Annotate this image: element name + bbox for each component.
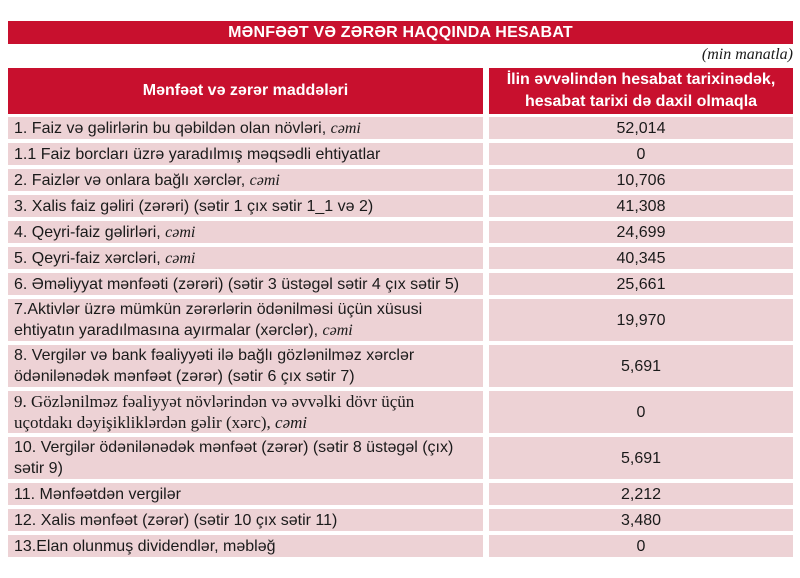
row-label: 8. Vergilər və bank fəaliyyəti ilə bağlı… xyxy=(8,345,483,387)
table-row: 11. Mənfəətdən vergilər 2,212 xyxy=(8,483,793,505)
row-value: 0 xyxy=(489,391,793,433)
row-value: 40,345 xyxy=(489,247,793,269)
row-label-text: 11. Mənfəətdən vergilər xyxy=(14,485,181,503)
row-label: 2. Faizlər və onlara bağlı xərclər, cəmi xyxy=(8,169,483,191)
row-label: 9. Gözlənilməz fəaliyyət növlərindən və … xyxy=(8,391,483,433)
column-header-period: İlin əvvəlindən hesabat tarixinədək, hes… xyxy=(489,68,793,114)
row-value: 3,480 xyxy=(489,509,793,531)
row-label-text: 1.1 Faiz borcları üzrə yaradılmış məqsəd… xyxy=(14,145,381,163)
row-label-text: 13.Elan olunmuş dividendlər, məbləğ xyxy=(14,537,276,555)
table-row: 12. Xalis mənfəət (zərər) (sətir 10 çıx … xyxy=(8,509,793,531)
row-value: 0 xyxy=(489,143,793,165)
table-header-row: Mənfəət və zərər maddələri İlin əvvəlind… xyxy=(8,68,793,114)
table-row: 2. Faizlər və onlara bağlı xərclər, cəmi… xyxy=(8,169,793,191)
row-label: 11. Mənfəətdən vergilər xyxy=(8,483,483,505)
table-body: 1. Faiz və gəlirlərin bu qəbildən olan n… xyxy=(8,117,793,557)
row-label: 3. Xalis faiz gəliri (zərəri) (sətir 1 ç… xyxy=(8,195,483,217)
row-value: 10,706 xyxy=(489,169,793,191)
row-value: 2,212 xyxy=(489,483,793,505)
table-row: 5. Qeyri-faiz xərcləri, cəmi 40,345 xyxy=(8,247,793,269)
report-title: MƏNFƏƏT VƏ ZƏRƏR HAQQINDA HESABAT xyxy=(8,21,793,44)
row-value: 24,699 xyxy=(489,221,793,243)
row-label-text: 1. Faiz və gəlirlərin bu qəbildən olan n… xyxy=(14,119,331,137)
row-value: 5,691 xyxy=(489,345,793,387)
row-label-text: 8. Vergilər və bank fəaliyyəti ilə bağlı… xyxy=(14,347,415,385)
row-label: 5. Qeyri-faiz xərcləri, cəmi xyxy=(8,247,483,269)
row-label-text: 4. Qeyri-faiz gəlirləri, xyxy=(14,223,166,241)
row-label: 4. Qeyri-faiz gəlirləri, cəmi xyxy=(8,221,483,243)
column-header-items: Mənfəət və zərər maddələri xyxy=(8,68,483,114)
row-value: 25,661 xyxy=(489,273,793,295)
row-label-text: 9. Gözlənilməz fəaliyyət növlərindən və … xyxy=(14,392,415,432)
row-value: 41,308 xyxy=(489,195,793,217)
row-label: 1. Faiz və gəlirlərin bu qəbildən olan n… xyxy=(8,117,483,139)
row-label-italic-suffix: cəmi xyxy=(275,413,308,432)
table-row: 8. Vergilər və bank fəaliyyəti ilə bağlı… xyxy=(8,345,793,387)
row-value: 5,691 xyxy=(489,437,793,479)
row-label-text: 6. Əməliyyat mənfəəti (zərəri) (sətir 3 … xyxy=(14,275,460,293)
row-label: 6. Əməliyyat mənfəəti (zərəri) (sətir 3 … xyxy=(8,273,483,295)
unit-note: (min manatla) xyxy=(701,46,793,63)
row-label-text: 5. Qeyri-faiz xərcləri, xyxy=(14,249,166,267)
report-page: MƏNFƏƏT VƏ ZƏRƏR HAQQINDA HESABAT (min m… xyxy=(8,21,793,557)
row-label-italic-suffix: cəmi xyxy=(165,249,196,267)
row-label-text: 3. Xalis faiz gəliri (zərəri) (sətir 1 ç… xyxy=(14,197,374,215)
row-label: 13.Elan olunmuş dividendlər, məbləğ xyxy=(8,535,483,557)
row-label-text: 7.Aktivlər üzrə mümkün zərərlərin ödənil… xyxy=(14,301,423,339)
table-row: 1. Faiz və gəlirlərin bu qəbildən olan n… xyxy=(8,117,793,139)
row-value: 19,970 xyxy=(489,299,793,341)
row-label-text: 10. Vergilər ödənilənədək mənfəət (zərər… xyxy=(14,439,454,477)
table-row: 6. Əməliyyat mənfəəti (zərəri) (sətir 3 … xyxy=(8,273,793,295)
table-row: 13.Elan olunmuş dividendlər, məbləğ 0 xyxy=(8,535,793,557)
row-label-italic-suffix: cəmi xyxy=(165,223,196,241)
row-label-italic-suffix: cəmi xyxy=(330,119,361,137)
row-label: 10. Vergilər ödənilənədək mənfəət (zərər… xyxy=(8,437,483,479)
table-row: 3. Xalis faiz gəliri (zərəri) (sətir 1 ç… xyxy=(8,195,793,217)
row-value: 52,014 xyxy=(489,117,793,139)
row-label: 1.1 Faiz borcları üzrə yaradılmış məqsəd… xyxy=(8,143,483,165)
table-row: 1.1 Faiz borcları üzrə yaradılmış məqsəd… xyxy=(8,143,793,165)
row-label-text: 2. Faizlər və onlara bağlı xərclər, xyxy=(14,171,250,189)
table-row: 7.Aktivlər üzrə mümkün zərərlərin ödənil… xyxy=(8,299,793,341)
row-label: 12. Xalis mənfəət (zərər) (sətir 10 çıx … xyxy=(8,509,483,531)
table-row: 10. Vergilər ödənilənədək mənfəət (zərər… xyxy=(8,437,793,479)
table-row: 4. Qeyri-faiz gəlirləri, cəmi 24,699 xyxy=(8,221,793,243)
row-label-italic-suffix: cəmi xyxy=(249,171,280,189)
row-label-italic-suffix: cəmi xyxy=(322,322,353,339)
table-row: 9. Gözlənilməz fəaliyyət növlərindən və … xyxy=(8,391,793,433)
row-value: 0 xyxy=(489,535,793,557)
row-label: 7.Aktivlər üzrə mümkün zərərlərin ödənil… xyxy=(8,299,483,341)
row-label-text: 12. Xalis mənfəət (zərər) (sətir 10 çıx … xyxy=(14,511,338,529)
